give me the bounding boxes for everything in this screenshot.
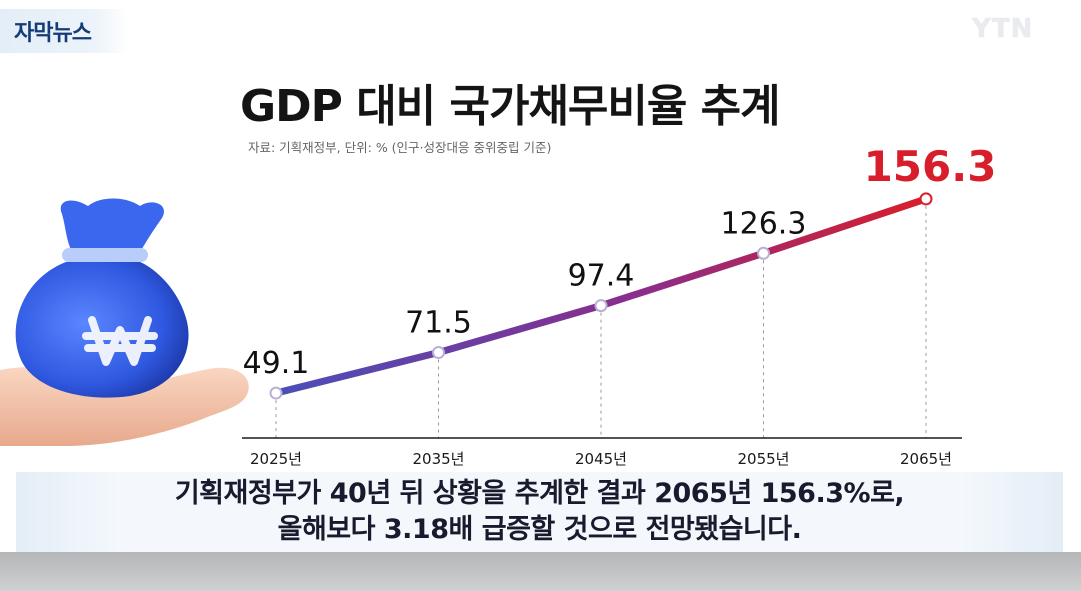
x-tick-label: 2055년 <box>738 450 790 468</box>
x-tick-label: 2065년 <box>900 450 952 468</box>
data-label: 49.1 <box>243 346 310 381</box>
data-labels: 49.1 71.5 97.4 126.3 156.3 <box>243 142 997 381</box>
caption-line-1: 기획재정부가 40년 뒤 상황을 추계한 결과 2065년 156.3%로, <box>174 478 905 509</box>
series-points <box>269 192 933 400</box>
news-section-tag: 자막뉴스 <box>0 9 128 53</box>
data-point <box>757 246 770 260</box>
chart-grid <box>275 198 927 438</box>
data-point <box>919 192 933 206</box>
data-point <box>269 386 283 400</box>
money-bag-icon <box>15 198 189 398</box>
won-sign-icon <box>82 316 158 366</box>
x-axis-ticks: 2025년 2035년 2045년 2055년 2065년 <box>250 450 952 468</box>
data-label: 71.5 <box>405 306 472 341</box>
broadcaster-logo: YTN <box>972 14 1034 44</box>
bottom-band <box>0 552 1081 591</box>
data-point <box>594 299 608 313</box>
data-label: 126.3 <box>721 206 807 241</box>
x-tick-label: 2045년 <box>575 450 627 468</box>
chart-title: GDP 대비 국가채무비율 추계 <box>240 81 781 132</box>
data-label: 97.4 <box>568 259 635 294</box>
x-tick-label: 2025년 <box>250 450 302 468</box>
x-tick-label: 2035년 <box>413 450 465 468</box>
subtitle-caption: 기획재정부가 40년 뒤 상황을 추계한 결과 2065년 156.3%로, 올… <box>16 472 1063 552</box>
news-section-tag-label: 자막뉴스 <box>14 21 92 46</box>
data-point <box>432 346 445 360</box>
caption-line-2: 올해보다 3.18배 급증할 것으로 전망됐습니다. <box>277 514 802 545</box>
chart-source-note: 자료: 기획재정부, 단위: % (인구·성장대응 중위중립 기준) <box>248 140 552 155</box>
data-label-highlight: 156.3 <box>864 142 997 191</box>
